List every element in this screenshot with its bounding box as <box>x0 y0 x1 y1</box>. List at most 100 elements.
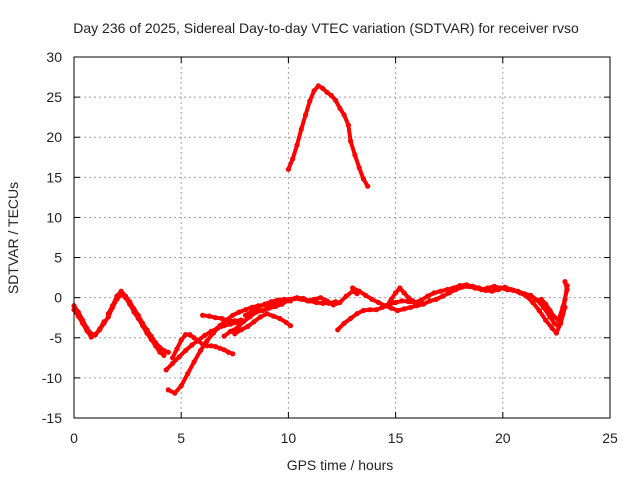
data-point <box>251 319 257 325</box>
data-point <box>491 283 497 289</box>
data-point <box>221 333 227 339</box>
data-point <box>283 319 289 326</box>
data-point <box>431 290 437 296</box>
x-tick-label: 5 <box>177 430 185 446</box>
data-point <box>440 293 446 299</box>
x-tick-label: 10 <box>281 430 297 446</box>
x-axis-title: GPS time / hours <box>287 457 394 473</box>
data-point <box>326 300 332 306</box>
data-point <box>212 315 219 321</box>
data-point <box>195 338 201 344</box>
data-point <box>414 303 420 309</box>
data-point <box>335 327 341 333</box>
data-point <box>131 306 137 312</box>
data-point <box>92 332 98 338</box>
data-point <box>182 332 189 338</box>
data-point <box>315 83 321 89</box>
data-point <box>206 313 212 319</box>
data-point <box>101 319 107 325</box>
data-point <box>363 292 369 298</box>
data-point <box>523 293 530 299</box>
data-point <box>245 323 251 330</box>
data-point <box>320 85 326 91</box>
y-tick-label: 20 <box>46 129 62 145</box>
data-point <box>210 330 216 336</box>
data-point <box>369 296 375 302</box>
data-point <box>294 142 300 148</box>
data-point <box>399 298 405 304</box>
series-line-track-11 <box>286 83 370 189</box>
data-point <box>287 323 294 329</box>
data-point <box>388 305 394 311</box>
data-point <box>204 343 210 349</box>
data-point <box>337 299 343 306</box>
data-point <box>350 285 356 291</box>
data-point <box>395 307 401 314</box>
data-point <box>328 92 334 99</box>
data-point <box>318 295 324 301</box>
data-point <box>170 355 176 361</box>
data-point <box>307 298 313 304</box>
data-point <box>227 328 234 334</box>
data-point <box>397 285 403 291</box>
data-point <box>221 347 227 353</box>
data-point <box>534 297 540 303</box>
data-point <box>176 354 182 360</box>
data-point <box>373 307 379 313</box>
data-point <box>459 284 465 290</box>
data-point <box>510 287 517 293</box>
data-point <box>260 307 266 314</box>
data-point <box>333 299 339 305</box>
data-point <box>178 383 184 389</box>
data-point <box>204 338 210 344</box>
data-point <box>356 288 362 294</box>
data-point <box>425 293 431 299</box>
data-point <box>114 293 120 299</box>
data-point <box>341 112 347 118</box>
data-point <box>375 299 381 306</box>
data-point <box>555 317 562 323</box>
data-point <box>236 309 242 315</box>
data-point <box>88 334 94 340</box>
data-point <box>189 342 195 348</box>
y-tick-label: 30 <box>46 49 62 65</box>
data-point <box>551 320 557 326</box>
data-point <box>157 344 163 350</box>
data-point <box>410 298 416 304</box>
data-point <box>547 307 553 314</box>
x-tick-label: 0 <box>70 430 78 446</box>
data-point <box>187 332 193 338</box>
data-point <box>504 287 510 293</box>
data-point <box>384 303 390 309</box>
data-point <box>517 290 523 296</box>
data-point <box>238 327 244 333</box>
data-point <box>551 314 557 320</box>
data-point <box>279 301 285 307</box>
data-point <box>230 312 236 318</box>
data-point <box>345 122 351 128</box>
data-point <box>549 325 555 331</box>
data-point <box>232 331 238 337</box>
data-point <box>472 285 478 291</box>
data-point <box>543 301 549 307</box>
data-point <box>135 312 141 318</box>
data-point <box>225 349 231 355</box>
data-point <box>536 307 542 314</box>
data-point <box>401 290 407 296</box>
data-point <box>161 352 167 358</box>
data-point <box>232 318 238 324</box>
data-point <box>433 296 439 302</box>
data-series <box>71 83 570 396</box>
series-line-track-01 <box>72 292 166 358</box>
y-tick-label: 10 <box>46 209 62 225</box>
data-point <box>562 279 568 285</box>
data-point <box>333 97 339 103</box>
data-point <box>352 152 358 158</box>
data-point <box>489 288 495 294</box>
data-point <box>270 313 276 319</box>
data-point <box>367 307 373 313</box>
y-axis-title: SDTVAR / TECUs <box>5 182 21 294</box>
grid <box>74 57 610 418</box>
data-point <box>348 138 354 144</box>
data-point <box>446 290 452 296</box>
